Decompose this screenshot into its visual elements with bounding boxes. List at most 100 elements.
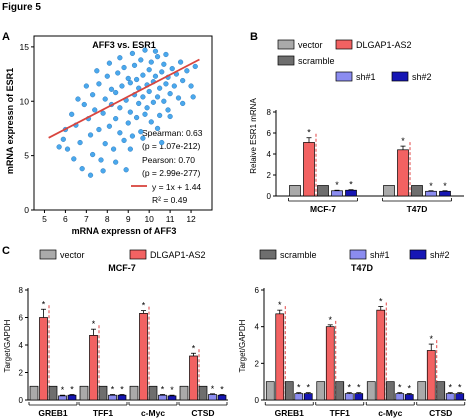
esr1-significance-star: * (335, 180, 339, 190)
bar-chart-t47d: T47D Target/GAPDH 0 2 4 6 * * * GREB1 * * * TFF1 * * *… (238, 263, 466, 418)
t47d-bar (436, 381, 446, 401)
mcf7-ylabel: Target/GAPDH (3, 319, 12, 372)
mcf7-significance-star: * (192, 343, 196, 353)
scatter-point (56, 144, 62, 150)
scatter-point (96, 81, 102, 87)
t47d-category-label: c-Myc (378, 408, 402, 418)
scatter-point (64, 146, 71, 152)
scatter-point (117, 55, 123, 61)
legend-b-swatch-sh2 (391, 71, 409, 82)
scatter-x-tick-label: 6 (63, 214, 68, 224)
esr1-bar (397, 149, 409, 197)
t47d-bar (294, 393, 304, 401)
scatter-point (119, 83, 125, 89)
mcf7-bar (198, 385, 208, 401)
t47d-significance-star: * (429, 334, 433, 344)
scatter-x-tick-label: 12 (186, 214, 196, 224)
scatter-point (190, 94, 196, 100)
esr1-y-tick-label: 6 (267, 129, 272, 138)
t47d-significance-star: * (458, 383, 462, 393)
scatter-fit-line (48, 58, 200, 139)
stat-pearson-p: (p = 2.99e-277) (142, 168, 201, 178)
mcf7-bar (29, 385, 39, 401)
scatter-point (98, 157, 104, 163)
mcf7-y-tick-label: 6 (19, 314, 24, 323)
mcf7-bar (189, 355, 198, 401)
scatter-point (92, 107, 98, 113)
stat-fit: y = 1x + 1.44 (152, 182, 201, 192)
t47d-bar (354, 393, 364, 401)
scatter-point (180, 77, 186, 84)
legend-c-label-scramble: scramble (280, 250, 317, 260)
scatter-point (102, 141, 108, 147)
mcf7-bar (129, 385, 139, 401)
scatter-point (192, 63, 198, 70)
scatter-point (121, 137, 127, 144)
scatter-point (154, 54, 161, 60)
esr1-significance-star: * (401, 136, 405, 146)
t47d-bar (325, 326, 335, 401)
scatter-point (90, 92, 96, 98)
legend-c-label-sh1: sh#1 (370, 250, 390, 260)
scatter-point (77, 139, 83, 146)
scatter-y-tick-label: 5 (24, 151, 29, 161)
mcf7-significance-star: * (92, 319, 96, 329)
legend-b-label-sh1: sh#1 (356, 72, 376, 82)
mcf7-bar (48, 385, 58, 401)
t47d-category-label: GREB1 (275, 408, 305, 418)
scatter-point (106, 60, 112, 66)
scatter-point (94, 68, 100, 74)
t47d-bar (265, 381, 275, 401)
t47d-bar (303, 393, 313, 401)
mcf7-bar (139, 313, 148, 401)
esr1-y-tick-label: 4 (267, 150, 272, 159)
scatter-point (60, 136, 66, 142)
mcf7-category-label: GREB1 (38, 408, 68, 418)
t47d-bar (426, 350, 436, 401)
mcf7-y-tick-label: 0 (19, 396, 24, 405)
mcf7-y-tick-label: 4 (19, 341, 24, 350)
t47d-bar (395, 393, 405, 401)
esr1-ylabel: Relaive ESR1 mRNA (249, 98, 258, 174)
t47d-bar (366, 381, 376, 401)
scatter-y-tick-label: 10 (20, 96, 30, 106)
scatter-point (157, 112, 163, 118)
mcf7-category-label: TFF1 (93, 408, 114, 418)
scatter-point (163, 51, 169, 58)
legend-panel-c: vector DLGAP1-AS2 scramble sh#1 sh#2 (39, 249, 450, 260)
scatter-point (127, 80, 133, 86)
esr1-bar (383, 185, 395, 197)
scatter-point (148, 59, 154, 65)
scatter-point (140, 94, 146, 100)
scatter-point (167, 113, 173, 120)
scatter-point (154, 125, 161, 132)
scatter-point (134, 76, 140, 83)
mcf7-bar (179, 385, 189, 401)
mcf7-category-label: c-Myc (141, 408, 165, 418)
t47d-bar (284, 381, 294, 401)
scatter-point (159, 69, 165, 75)
scatter-point (161, 98, 167, 104)
t47d-significance-star: * (347, 383, 351, 393)
t47d-bar (376, 309, 386, 401)
scatter-point (113, 116, 119, 122)
mcf7-bar (58, 395, 67, 401)
t47d-bar (344, 393, 354, 401)
scatter-point (163, 81, 169, 87)
scatter-point (159, 139, 165, 146)
scatter-point (110, 146, 117, 152)
mcf7-category-label: CTSD (191, 408, 214, 418)
scatter-point (83, 83, 89, 89)
scatter-point (87, 132, 94, 138)
mcf7-significance-star: * (42, 299, 46, 309)
scatter-point (127, 109, 133, 115)
legend-c-swatch-dlgap (129, 249, 147, 260)
mcf7-significance-star: * (70, 385, 74, 395)
t47d-significance-star: * (379, 297, 383, 307)
scatter-plot-frame (33, 35, 213, 211)
panel-a-label: A (2, 31, 10, 43)
legend-c-swatch-scramble (259, 249, 277, 260)
scatter-point (87, 172, 94, 178)
scatter-point (134, 114, 140, 121)
